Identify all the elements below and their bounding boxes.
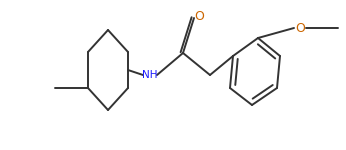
Text: NH: NH: [142, 70, 158, 80]
Text: O: O: [194, 9, 204, 22]
Text: O: O: [295, 21, 305, 34]
